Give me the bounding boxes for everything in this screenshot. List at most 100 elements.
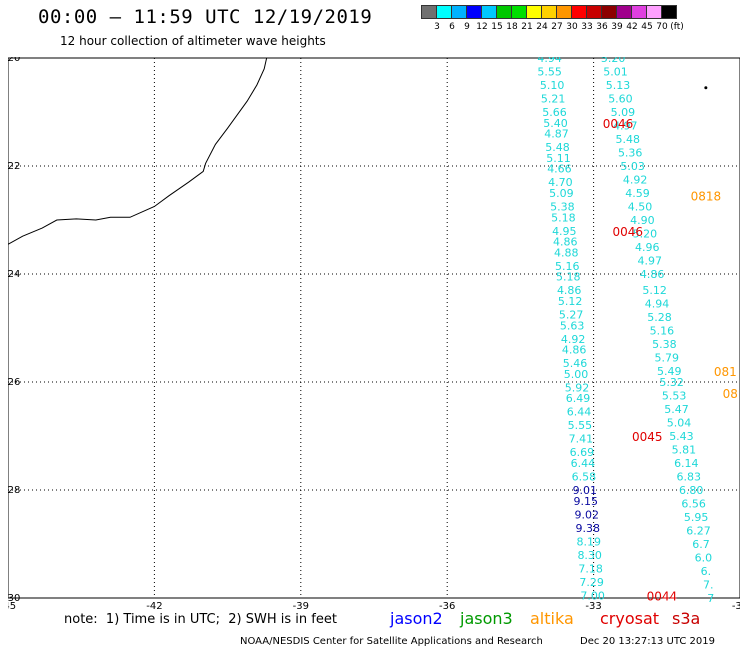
wave-height-value: 5.38	[652, 338, 677, 351]
pass-time-label: 0045	[632, 430, 663, 444]
wave-height-value: 4.86	[640, 268, 665, 281]
wave-height-value: 4.66	[547, 163, 572, 176]
colorbar-label: 27	[551, 22, 563, 32]
wave-height-value: 6.7	[692, 538, 710, 551]
wave-height-value: 5.18	[551, 211, 576, 224]
wave-height-value: 5.12	[558, 295, 583, 308]
pass-time-label: 081	[714, 365, 737, 379]
lon-tick-label: -33	[585, 601, 601, 609]
colorbar-label: 18	[506, 22, 518, 32]
pass-time-label: 0046	[603, 117, 634, 131]
wave-height-value: 5.40	[543, 117, 568, 130]
wave-height-value: 5.55	[568, 419, 593, 432]
wave-height-value: 9.02	[575, 508, 600, 521]
lat-tick-label: -26	[8, 377, 20, 388]
wave-height-value: 4.86	[557, 284, 582, 297]
wave-height-value: 4.96	[635, 241, 660, 254]
wave-height-value: 7.29	[579, 576, 604, 589]
colorbar-swatch	[466, 5, 482, 19]
colorbar-label: 70	[656, 22, 668, 32]
colorbar-label: 21	[521, 22, 533, 32]
colorbar-swatch	[481, 5, 497, 19]
coastline-path	[8, 57, 268, 245]
wave-height-value: 6.83	[677, 471, 702, 484]
legend-jason3: jason3	[460, 609, 513, 628]
wave-height-value: 6.	[701, 565, 712, 578]
wave-height-value: 5.60	[608, 93, 633, 106]
wave-height-value: 5.09	[611, 106, 636, 119]
legend-cryosat: cryosat	[600, 609, 660, 628]
wave-height-value: 5.36	[618, 147, 643, 160]
wave-height-value: 4.94	[645, 298, 670, 311]
wave-height-value: 5.38	[550, 201, 575, 214]
wave-height-value: 7.00	[580, 589, 605, 602]
wave-height-value: 5.16	[650, 325, 675, 338]
wave-height-value: 4.95	[552, 225, 577, 238]
wave-height-value: 5.48	[545, 141, 570, 154]
pass-time-label: 0818	[691, 190, 722, 204]
wave-height-map: -45 -42 -39 -36 -33 -30 -20 -22 -24 -26 -28 -30 4.9…	[8, 57, 740, 609]
map-grid	[8, 57, 740, 599]
colorbar-swatch	[541, 5, 557, 19]
wave-height-value: 4.90	[630, 214, 655, 227]
wave-height-value: 4.86	[553, 236, 578, 249]
wave-height-value: 5.53	[662, 390, 687, 403]
wave-height-value: 5.03	[620, 160, 645, 173]
lat-tick-label: -30	[8, 593, 20, 604]
wave-height-value: 6.80	[679, 484, 704, 497]
wave-height-value: 5.13	[606, 79, 631, 92]
lat-tick-label: -24	[8, 269, 20, 280]
wave-height-value: 4.92	[623, 174, 648, 187]
colorbar-label: 36	[596, 22, 608, 32]
wave-height-value: 4.97	[637, 255, 662, 268]
wave-height-value: 4.86	[562, 344, 587, 357]
colorbar-swatch	[601, 5, 617, 19]
colorbar-label: 6	[449, 22, 455, 32]
wave-height-value: 4.59	[625, 187, 650, 200]
wave-height-value: 5.95	[684, 511, 709, 524]
wave-height-value: 5.79	[655, 352, 680, 365]
lon-tick-label: -39	[293, 601, 309, 609]
wave-height-value: 4.50	[628, 201, 653, 214]
colorbar-label: 9	[464, 22, 470, 32]
wave-height-value: 7.41	[569, 433, 594, 446]
wave-height-value: 4.70	[548, 176, 573, 189]
colorbar-labels: 3 6 9 12 15 18 21 24 27 30 33 36 39 42 45 70 (ft)	[421, 22, 740, 34]
footnote: note: 1) Time is in UTC; 2) SWH is in fe…	[64, 612, 337, 627]
lon-tick-label: -30	[732, 601, 740, 609]
wave-height-value: 5.01	[603, 66, 628, 79]
colorbar-swatch	[511, 5, 527, 19]
wave-height-value: 5.63	[560, 319, 585, 332]
wave-height-value: 5.10	[540, 79, 565, 92]
wave-height-colorbar	[421, 5, 677, 19]
credit-line: NOAA/NESDIS Center for Satellite Applica…	[240, 636, 543, 647]
colorbar-label: 39	[611, 22, 623, 32]
wave-height-value: 7.18	[578, 562, 603, 575]
wave-height-value: 5.46	[563, 357, 588, 370]
lon-tick-label: -45	[8, 601, 16, 609]
wave-height-value: 5.81	[672, 444, 697, 457]
colorbar-swatch	[421, 5, 437, 19]
map-frame	[8, 57, 740, 599]
wave-height-value: 5.43	[669, 430, 694, 443]
pass-time-label: 08	[723, 387, 738, 401]
altimeter-tracks: 4.945.555.105.215.665.404.875.485.114.66…	[537, 57, 714, 605]
wave-height-value: 5.21	[541, 93, 566, 106]
colorbar-swatch	[631, 5, 647, 19]
wave-height-value: 5.47	[664, 403, 689, 416]
pass-time-label: 0044	[647, 589, 678, 603]
colorbar-label: 15	[491, 22, 503, 32]
wave-height-value: 6.58	[572, 471, 597, 484]
wave-height-value: 5.16	[555, 260, 580, 273]
colorbar-swatch	[496, 5, 512, 19]
wave-height-value: 5.09	[549, 187, 574, 200]
axis-tick-labels: -45 -42 -39 -36 -33 -30 -20 -22 -24 -26 -28 -30	[8, 57, 740, 609]
legend-s3a: s3a	[672, 609, 701, 628]
colorbar-swatch	[556, 5, 572, 19]
wave-height-value: 5.04	[667, 417, 692, 430]
colorbar-swatch	[586, 5, 602, 19]
wave-height-value: 6.49	[566, 392, 591, 405]
pass-time-label: 0046	[612, 225, 643, 239]
wave-height-value: 9.38	[575, 522, 600, 535]
colorbar-label: (ft)	[670, 22, 684, 32]
